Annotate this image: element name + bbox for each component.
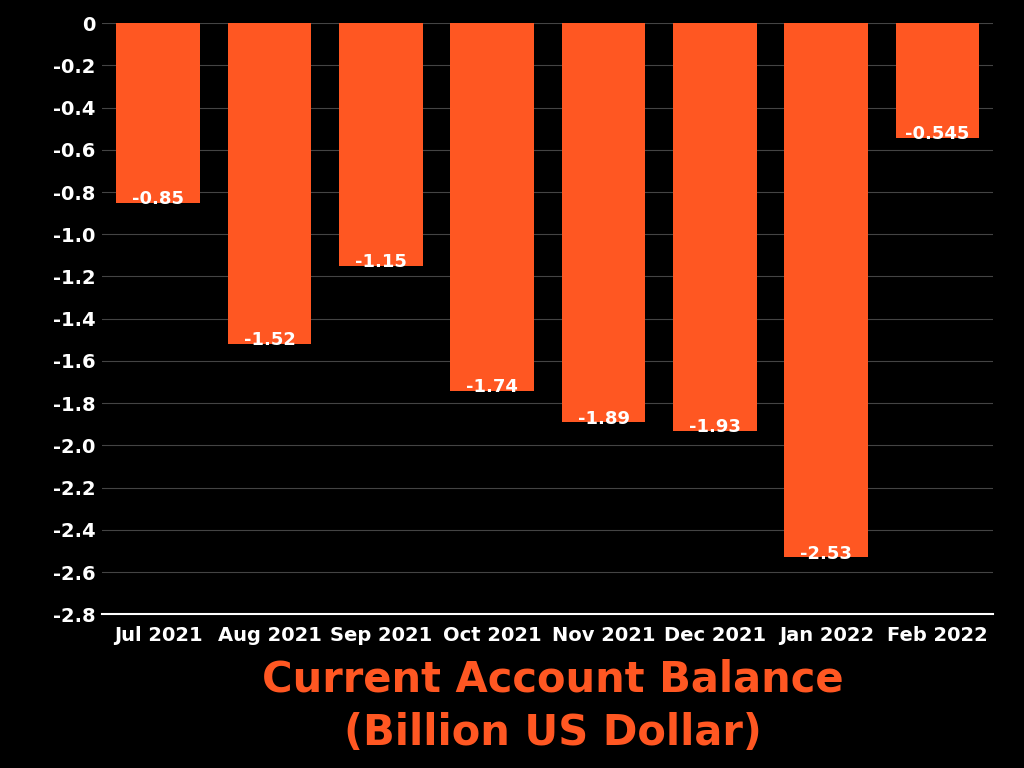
Text: -1.52: -1.52 [244, 332, 295, 349]
Bar [673, 23, 757, 431]
Text: Current Account Balance: Current Account Balance [262, 659, 844, 700]
Bar [896, 23, 979, 138]
Bar [562, 23, 645, 422]
Bar [117, 23, 200, 203]
Text: -2.53: -2.53 [801, 545, 852, 563]
Text: -0.545: -0.545 [905, 125, 970, 144]
Bar [227, 23, 311, 344]
Text: -1.93: -1.93 [689, 418, 740, 436]
Text: (Billion US Dollar): (Billion US Dollar) [344, 713, 762, 754]
Text: -0.85: -0.85 [132, 190, 184, 208]
Bar [339, 23, 423, 266]
Text: -1.89: -1.89 [578, 409, 630, 428]
Bar [451, 23, 534, 391]
Text: -1.15: -1.15 [355, 253, 407, 271]
Bar [784, 23, 868, 558]
Text: -1.74: -1.74 [466, 378, 518, 396]
